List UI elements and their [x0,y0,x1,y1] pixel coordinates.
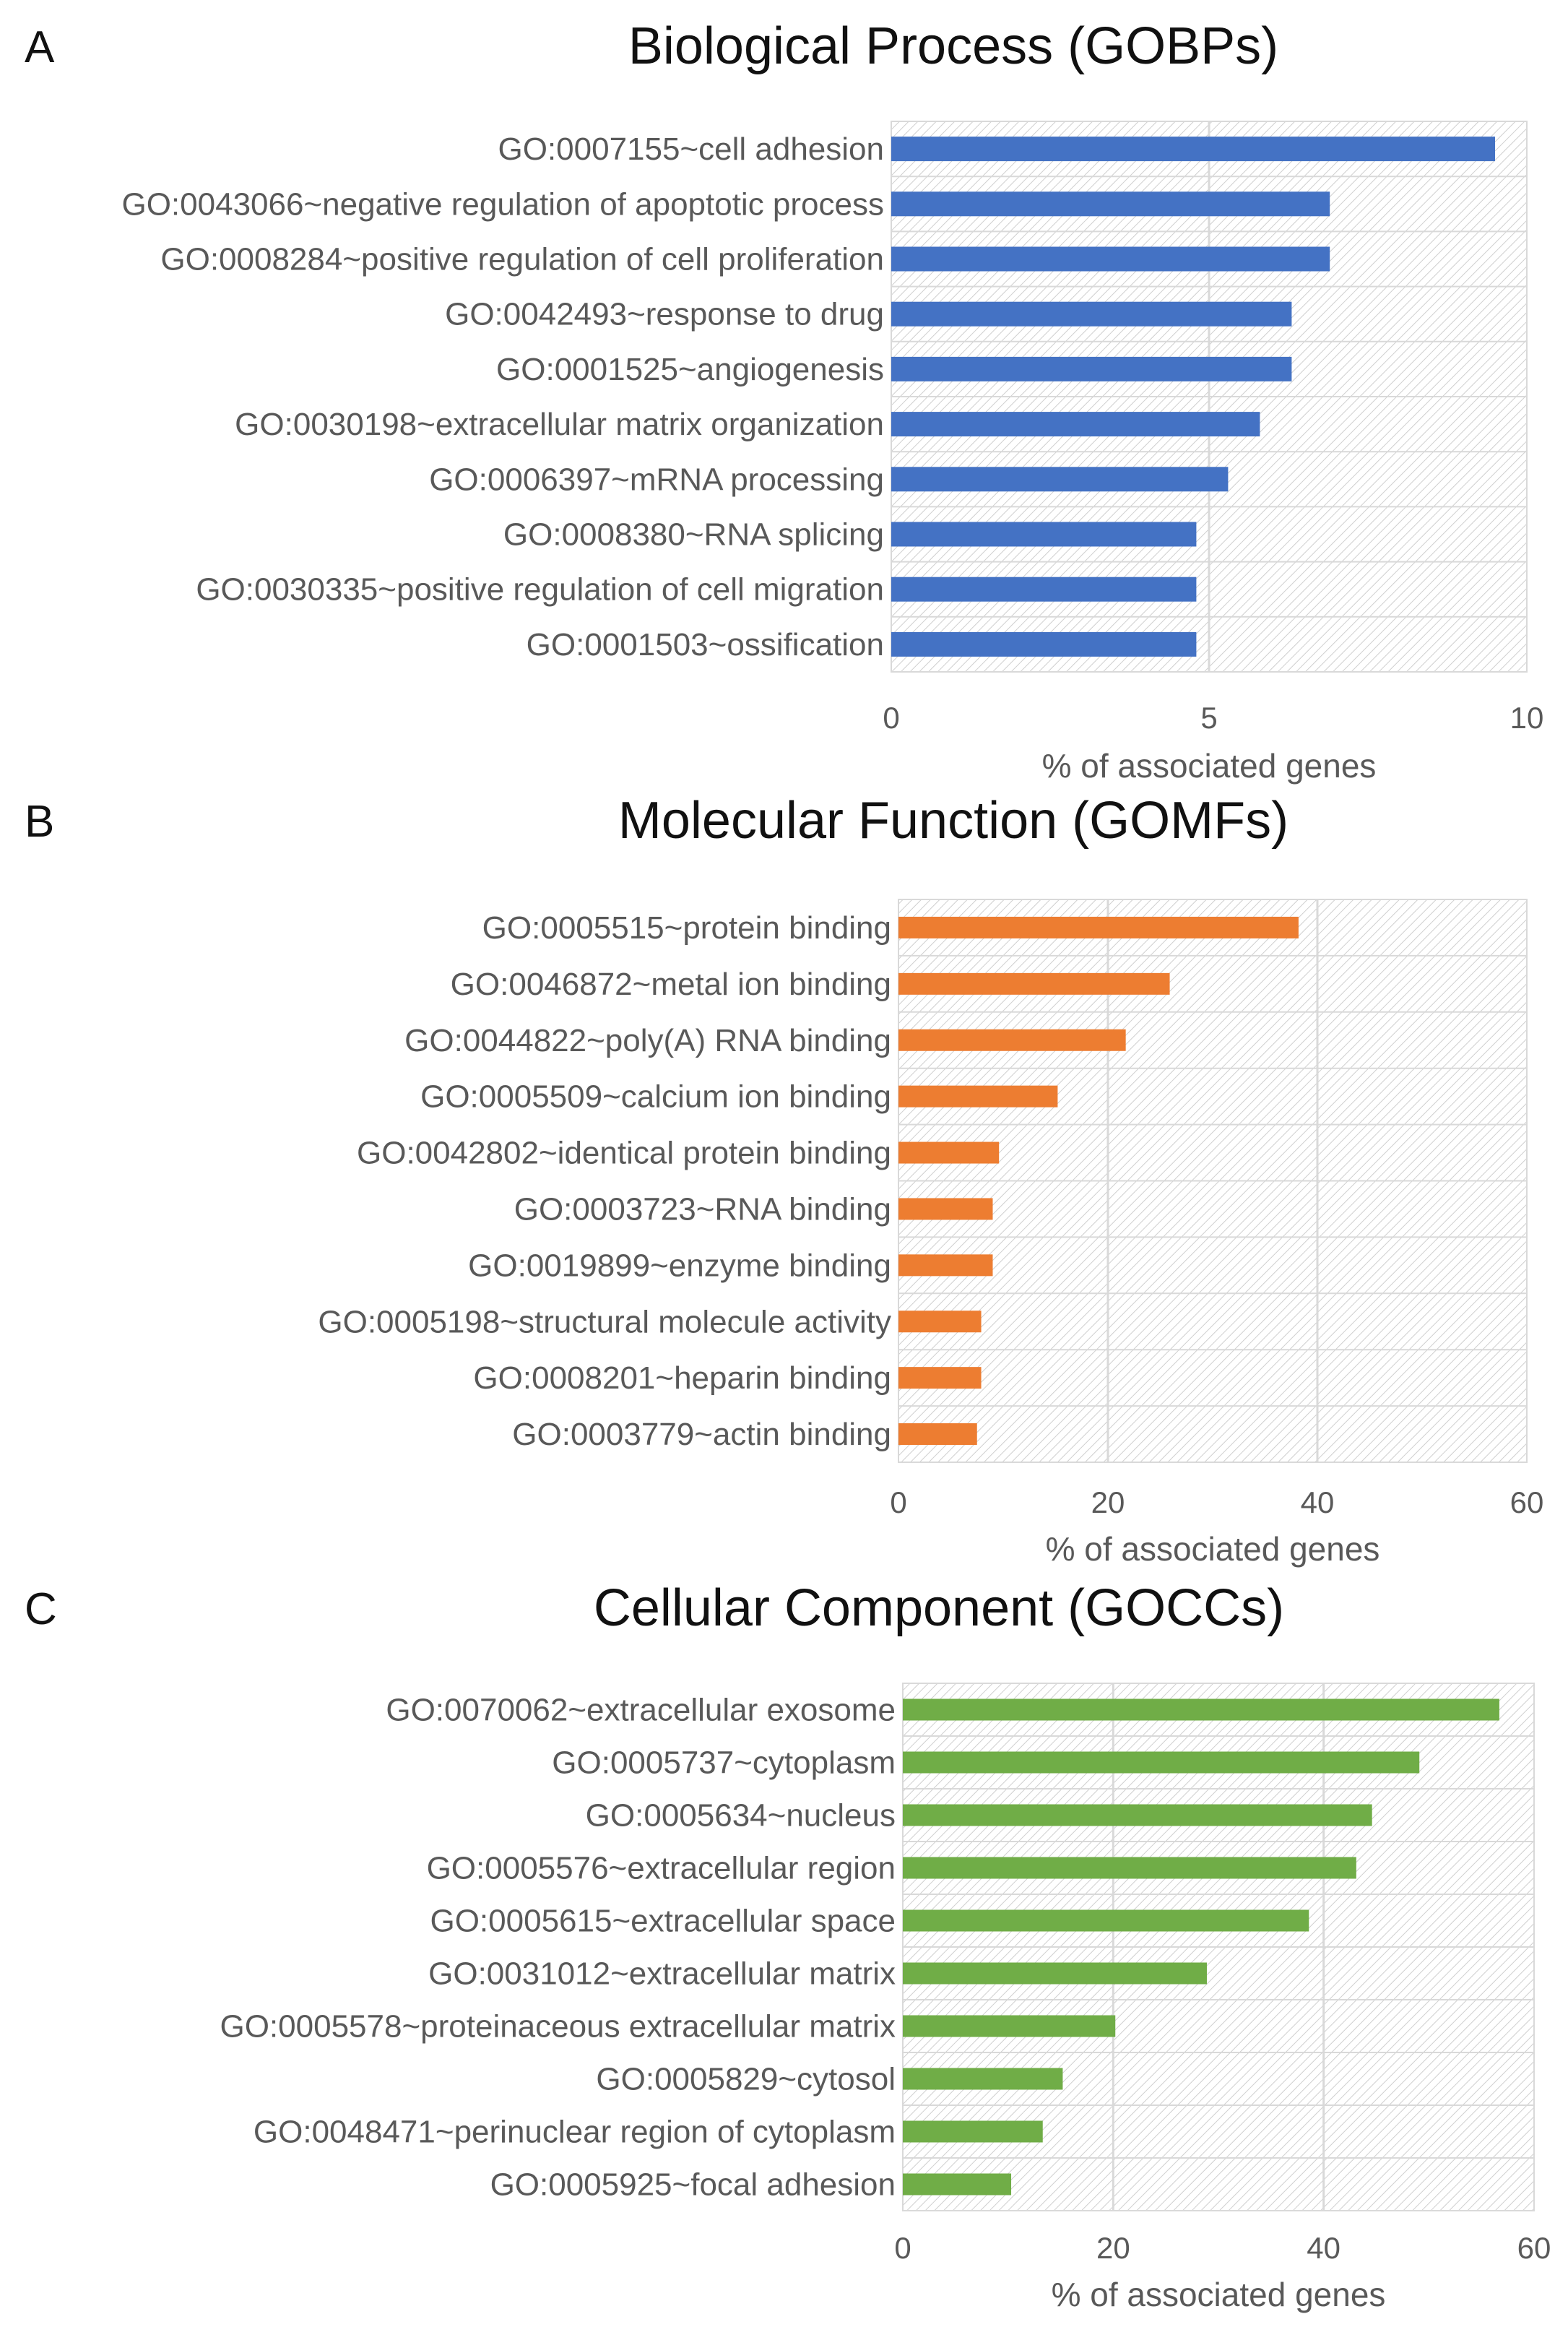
category-label: GO:0005576~extracellular region [427,1851,896,1886]
category-label: GO:0048471~perinuclear region of cytopla… [254,2115,896,2150]
bar [891,137,1495,162]
category-label: GO:0005925~focal adhesion [490,2167,896,2203]
bar [903,1751,1420,1774]
x-tick-label: 20 [1091,1485,1125,1519]
bar [898,1367,982,1389]
bar [903,1909,1309,1932]
bar [898,972,1170,995]
x-tick-label: 60 [1517,2231,1551,2265]
x-tick-label: 0 [890,1485,906,1519]
bar [898,1254,993,1277]
category-label: GO:0044822~poly(A) RNA binding [404,1023,891,1058]
panel-c: C Cellular Component (GOCCs) 0 20 40 60 GO:007… [25,1579,1551,2313]
category-label: GO:0042493~response to drug [445,297,884,332]
category-label: GO:0005509~calcium ion binding [420,1079,891,1115]
category-label: GO:0006397~mRNA processing [429,462,884,497]
bar [903,2173,1012,2196]
x-tick-label: 0 [894,2231,911,2265]
x-tick-label: 0 [883,701,899,735]
x-tick-label: 5 [1200,701,1217,735]
bar [891,412,1260,437]
category-label: GO:0003779~actin binding [512,1417,891,1452]
category-label: GO:0043066~negative regulation of apopto… [121,186,884,222]
x-tick-label: 60 [1510,1485,1544,1519]
chart-title: Molecular Function (GOMFs) [618,792,1288,850]
category-label: GO:0005829~cytosol [596,2062,896,2097]
category-label: GO:0005737~cytoplasm [552,1745,896,1781]
bar [898,1085,1058,1108]
category-label: GO:0008284~positive regulation of cell p… [160,242,884,277]
panel-b: B Molecular Function (GOMFs) 0 20 40 60 GO:000… [25,792,1543,1568]
category-label: GO:0007155~cell adhesion [498,131,884,167]
bar [891,191,1330,217]
x-axis-title: % of associated genes [1046,1530,1380,1568]
panel-a: A Biological Process (GOBPs) 0 5 10 GO:000715… [25,17,1543,785]
x-tick-label: 40 [1301,1485,1335,1519]
bar [903,2120,1043,2143]
bar [891,356,1292,381]
category-label: GO:0005515~protein binding [482,910,891,946]
bar [891,631,1197,657]
bar [891,301,1292,327]
category-label: GO:0003723~RNA binding [514,1191,891,1227]
bar [903,1804,1372,1826]
category-label: GO:0005615~extracellular space [430,1904,896,1939]
x-tick-label: 20 [1096,2231,1130,2265]
x-axis-title: % of associated genes [1052,2276,1386,2313]
x-tick-label: 10 [1510,701,1544,735]
bar [891,522,1197,547]
category-label: GO:0070062~extracellular exosome [386,1693,896,1728]
panel-letter: A [25,22,55,72]
bar [903,2015,1116,2037]
category-label: GO:0005578~proteinaceous extracellular m… [220,2009,896,2045]
category-label: GO:0001503~ossification [527,627,884,662]
bar [898,916,1299,938]
category-label: GO:0008380~RNA splicing [503,517,884,553]
bar [898,1141,1000,1164]
x-axis-title: % of associated genes [1042,747,1377,785]
bar [903,1962,1207,1985]
bar [898,1423,977,1446]
bar [898,1311,982,1333]
chart-title: Biological Process (GOBPs) [628,17,1278,75]
category-label: GO:0042802~identical protein binding [357,1136,891,1171]
panel-letter: B [25,797,54,847]
bar [903,1698,1499,1721]
category-label: GO:0019899~enzyme binding [468,1248,891,1283]
category-label: GO:0046872~metal ion binding [451,967,891,1002]
chart-title: Cellular Component (GOCCs) [594,1579,1284,1637]
bar [898,1198,993,1220]
category-label: GO:0030198~extracellular matrix organiza… [235,407,884,442]
bar [903,1857,1356,1879]
bar [891,467,1229,492]
category-label: GO:0030335~positive regulation of cell m… [196,572,884,608]
bar [891,246,1330,272]
bar [891,577,1197,602]
category-label: GO:0001525~angiogenesis [496,352,884,387]
category-label: GO:0008201~heparin binding [473,1360,891,1396]
category-label: GO:0005198~structural molecule activity [318,1304,891,1339]
panel-letter: C [25,1584,57,1634]
category-label: GO:0005634~nucleus [586,1798,896,1834]
category-label: GO:0031012~extracellular matrix [428,1956,896,1992]
x-tick-label: 40 [1307,2231,1340,2265]
bar [898,1029,1126,1051]
bar [903,2068,1063,2090]
